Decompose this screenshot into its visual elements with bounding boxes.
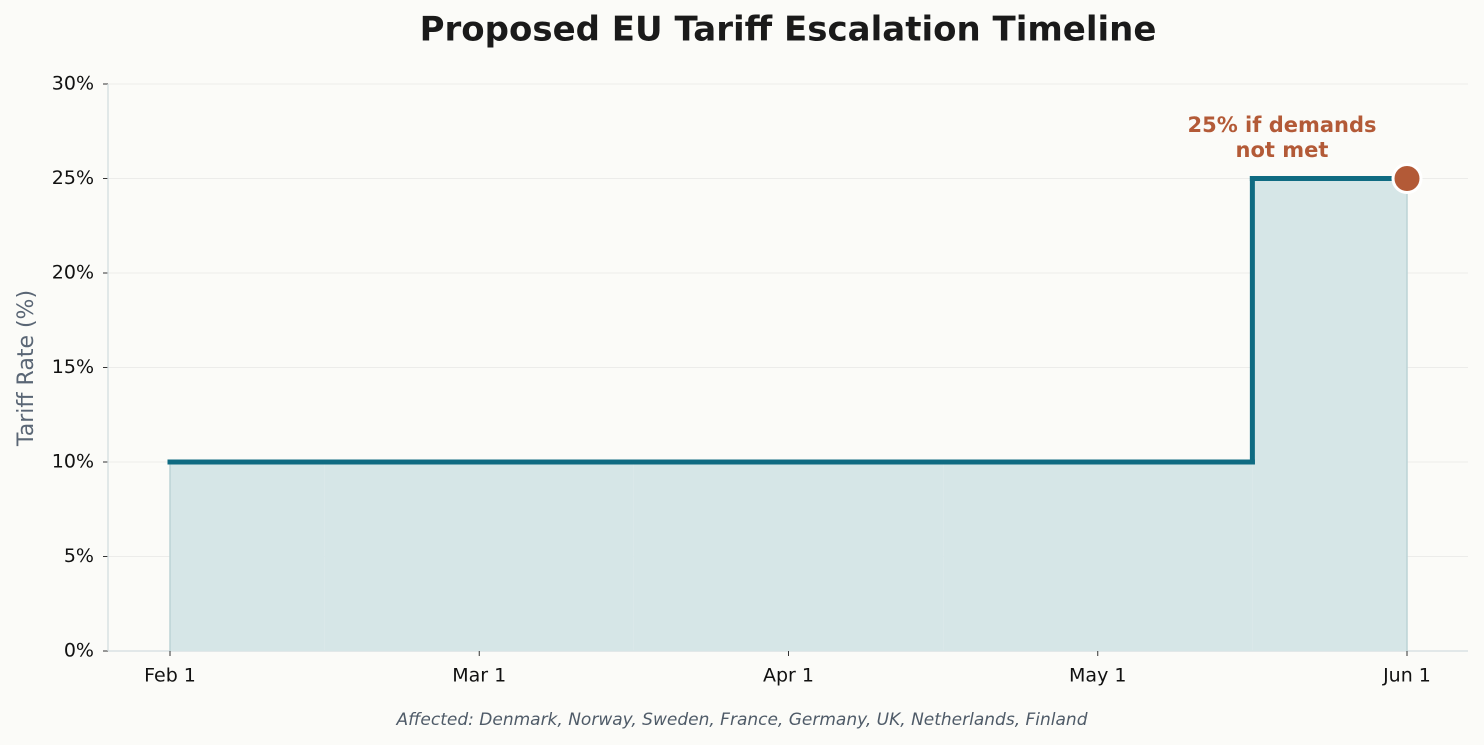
y-tick-label: 15% xyxy=(52,356,94,378)
area xyxy=(170,462,325,651)
highlight-marker xyxy=(1391,163,1423,194)
chart-title: Proposed EU Tariff Escalation Timeline xyxy=(420,10,1157,50)
x-tick-label: Feb 1 xyxy=(144,665,196,687)
y-axis-label: Tariff Rate (%) xyxy=(14,290,39,447)
y-tick-label: 10% xyxy=(52,451,94,473)
area xyxy=(943,462,1253,651)
footnote: Affected: Denmark, Norway, Sweden, Franc… xyxy=(396,710,1088,730)
area xyxy=(633,462,944,651)
annotation: 25% if demands not met xyxy=(1187,112,1377,162)
x-tick-label: May 1 xyxy=(1069,665,1126,687)
area xyxy=(1252,178,1407,651)
x-tick-label: Jun 1 xyxy=(1382,665,1431,687)
y-tick-label: 0% xyxy=(64,640,94,662)
y-tick-label: 25% xyxy=(52,167,94,189)
y-tick-label: 20% xyxy=(52,262,94,284)
y-tick-label: 5% xyxy=(64,545,94,567)
x-tick-label: Apr 1 xyxy=(763,665,814,687)
y-tick-label: 30% xyxy=(52,73,94,95)
x-tick-label: Mar 1 xyxy=(452,665,506,687)
area xyxy=(324,462,634,651)
